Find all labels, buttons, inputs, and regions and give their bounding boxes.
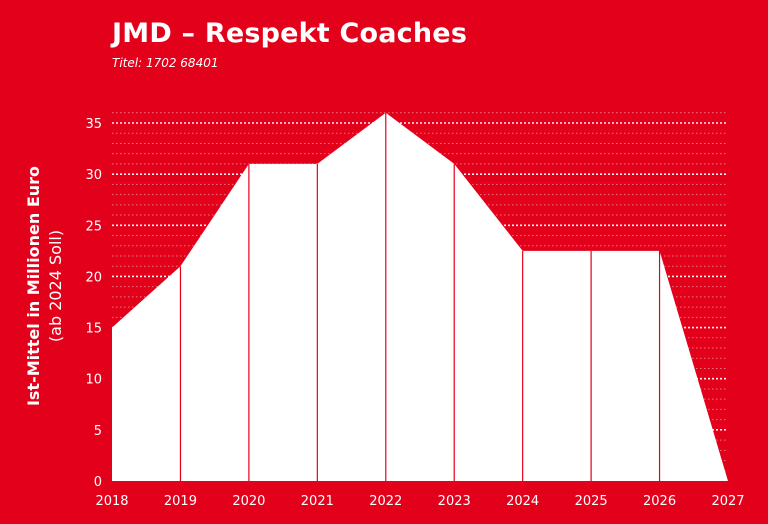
x-tick-label: 2024 — [506, 494, 539, 509]
x-tick-label: 2020 — [232, 494, 265, 509]
year-dividers — [179, 112, 661, 481]
x-tick-label: 2018 — [95, 494, 128, 509]
y-tick-label: 20 — [85, 270, 102, 285]
x-tick-label: 2027 — [711, 494, 744, 509]
x-tick-label: 2021 — [301, 494, 334, 509]
x-tick-labels: 2018 2019 2020 2021 2022 2023 2024 2025 2026 2027 — [95, 494, 744, 509]
y-tick-label: 10 — [85, 373, 102, 388]
x-tick-label: 2019 — [164, 494, 197, 509]
y-tick-label: 0 — [94, 475, 102, 490]
y-tick-label: 25 — [85, 219, 102, 234]
area-fill — [112, 112, 728, 482]
chart-subtitle: Titel: 1702 68401 — [112, 56, 219, 70]
area-series — [112, 112, 728, 482]
y-tick-label: 30 — [85, 168, 102, 183]
y-tick-label: 5 — [94, 424, 102, 439]
y-tick-label: 15 — [85, 322, 102, 337]
x-tick-label: 2025 — [575, 494, 608, 509]
x-tick-label: 2022 — [369, 494, 402, 509]
y-tick-label: 35 — [85, 117, 102, 132]
x-tick-label: 2023 — [438, 494, 471, 509]
y-tick-labels: 0 5 10 15 20 25 30 35 — [85, 117, 102, 490]
chart-title: JMD – Respekt Coaches — [112, 18, 468, 49]
x-tick-label: 2026 — [643, 494, 676, 509]
